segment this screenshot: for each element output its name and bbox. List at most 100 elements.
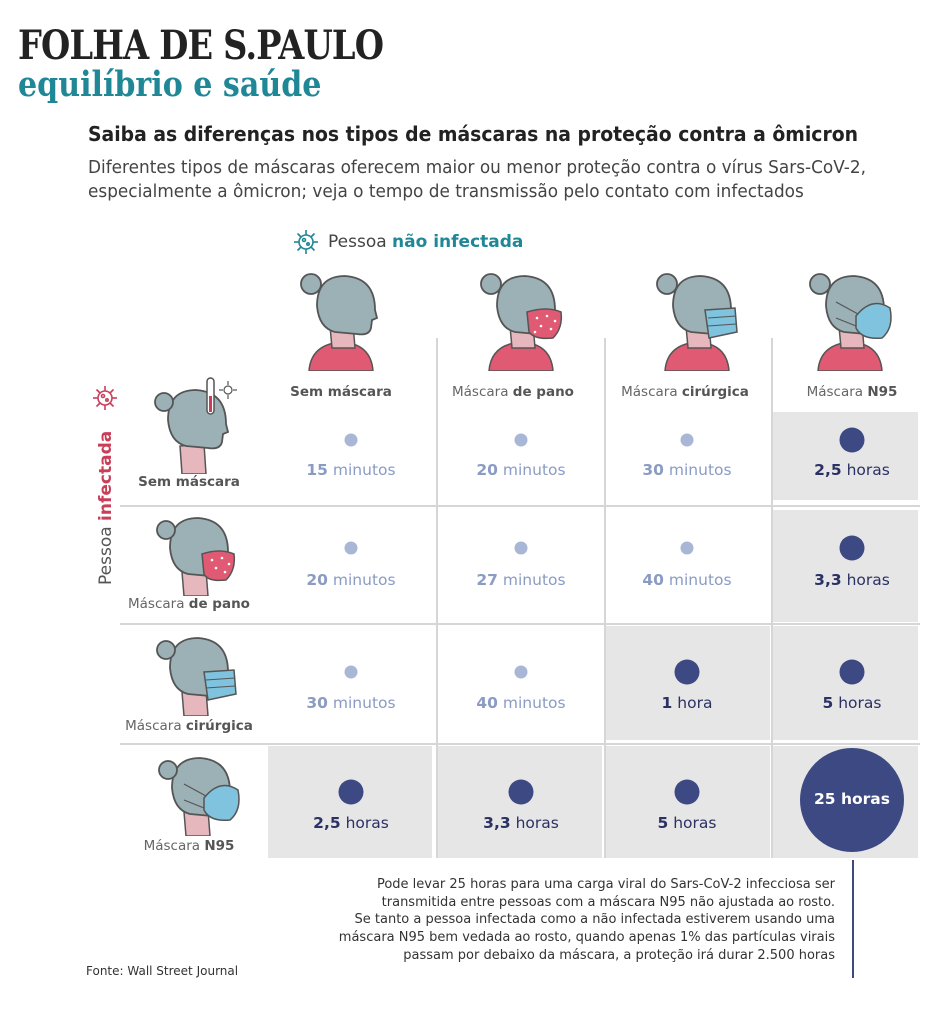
- brand-logo: FOLHA DE S.PAULO: [18, 22, 384, 69]
- columns-axis-label: Pessoa não infectada: [328, 232, 524, 252]
- value-number: 30: [642, 461, 664, 479]
- value-unit: horas: [835, 790, 890, 808]
- row-label-no-mask: Sem máscara: [138, 474, 240, 490]
- value-label: 40 minutos: [642, 571, 731, 589]
- value-unit: minutos: [663, 571, 732, 589]
- value-dot: [800, 748, 904, 852]
- value-unit: hora: [672, 694, 713, 712]
- value-unit: horas: [668, 814, 717, 832]
- person-infected-surgical-mask-icon: [156, 637, 237, 716]
- cell-shade: [773, 510, 918, 622]
- value-label: 3,3 horas: [483, 814, 559, 832]
- value-label: 20 minutos: [306, 571, 395, 589]
- row-label-surgical-mask: Máscara cirúrgica: [125, 718, 253, 734]
- value-unit: horas: [510, 814, 559, 832]
- value-number: 3,3: [483, 814, 511, 832]
- column-header-n95-mask: Máscara N95: [806, 384, 898, 400]
- grid-line: [120, 623, 920, 625]
- value-unit: horas: [841, 461, 890, 479]
- grid-line: [436, 338, 438, 858]
- person-infected-no-mask-icon: [154, 377, 237, 474]
- value-dot: [508, 779, 534, 805]
- column-header-cloth-mask: Máscara de pano: [452, 384, 574, 400]
- note-line: transmitida entre pessoas com a máscara …: [381, 894, 835, 910]
- value-unit: minutos: [327, 571, 396, 589]
- value-number: 20: [306, 571, 328, 589]
- value-label: 1 hora: [662, 694, 713, 712]
- value-number: 40: [642, 571, 664, 589]
- annotation-note: Pode levar 25 horas para uma carga viral…: [320, 876, 835, 965]
- grid-line: [604, 338, 606, 858]
- value-dot: [680, 433, 694, 447]
- value-number: 25: [814, 790, 836, 808]
- value-number: 2,5: [313, 814, 341, 832]
- person-infected-cloth-mask-icon: [156, 517, 236, 596]
- value-unit: horas: [841, 571, 890, 589]
- value-dot: [514, 665, 528, 679]
- value-label: 25 horas: [814, 790, 890, 808]
- value-label: 27 minutos: [476, 571, 565, 589]
- value-dot: [514, 541, 528, 555]
- column-header-no-mask: Sem máscara: [290, 384, 392, 400]
- source-credit: Fonte: Wall Street Journal: [86, 964, 239, 978]
- value-unit: minutos: [497, 571, 566, 589]
- value-dot: [839, 427, 865, 453]
- row-label-n95-mask: Máscara N95: [143, 838, 235, 854]
- value-unit: minutos: [327, 694, 396, 712]
- value-label: 3,3 horas: [814, 571, 890, 589]
- note-line: Pode levar 25 horas para uma carga viral…: [376, 877, 835, 892]
- value-label: 40 minutos: [476, 694, 565, 712]
- value-unit: horas: [340, 814, 389, 832]
- row-label-cloth-mask: Máscara de pano: [128, 596, 250, 612]
- person-n95-mask-icon: [809, 273, 892, 371]
- value-number: 30: [306, 694, 328, 712]
- value-unit: horas: [833, 694, 882, 712]
- rows-axis-label: Pessoa infectada: [96, 430, 116, 585]
- value-dot: [514, 433, 528, 447]
- page-title: Saiba as diferenças nos tipos de máscara…: [88, 122, 859, 146]
- value-label: 5 horas: [823, 694, 882, 712]
- note-line: Se tanto a pessoa infectada como a não i…: [354, 912, 835, 928]
- subtitle: Diferentes tipos de máscaras oferecem ma…: [88, 156, 866, 204]
- value-unit: minutos: [497, 461, 566, 479]
- note-line: máscara N95 bem vedada ao rosto, quando …: [338, 930, 835, 946]
- value-label: 30 minutos: [642, 461, 731, 479]
- value-number: 40: [476, 694, 498, 712]
- value-number: 5: [822, 694, 834, 712]
- person-surgical-mask-icon: [656, 273, 738, 371]
- value-dot: [344, 433, 358, 447]
- value-label: 2,5 horas: [313, 814, 389, 832]
- virus-icon-rows: [93, 386, 117, 410]
- value-dot: [674, 659, 700, 685]
- value-label: 5 horas: [658, 814, 717, 832]
- subtitle-line-2: especialmente a ômicron; veja o tempo de…: [88, 182, 804, 202]
- grid-line: [771, 338, 773, 858]
- value-number: 5: [657, 814, 669, 832]
- note-line: passam por debaixo da máscara, a proteçã…: [403, 947, 835, 963]
- value-number: 27: [476, 571, 498, 589]
- value-number: 3,3: [814, 571, 842, 589]
- value-dot: [344, 665, 358, 679]
- cell-shade: [773, 412, 918, 500]
- value-dot: [674, 779, 700, 805]
- value-label: 2,5 horas: [814, 461, 890, 479]
- subtitle-line-1: Diferentes tipos de máscaras oferecem ma…: [88, 158, 866, 178]
- value-number: 15: [306, 461, 328, 479]
- value-dot: [344, 541, 358, 555]
- virus-icon: [294, 230, 318, 254]
- value-dot: [839, 535, 865, 561]
- section-title: equilíbrio e saúde: [18, 64, 322, 105]
- column-header-surgical-mask: Máscara cirúrgica: [621, 384, 749, 400]
- value-label: 30 minutos: [306, 694, 395, 712]
- person-infected-n95-mask-icon: [158, 757, 240, 836]
- annotation-leader-line: [852, 860, 854, 978]
- grid-line: [120, 743, 920, 745]
- value-number: 20: [476, 461, 498, 479]
- value-number: 2,5: [814, 461, 842, 479]
- value-label: 15 minutos: [306, 461, 395, 479]
- value-unit: minutos: [327, 461, 396, 479]
- grid-line: [120, 505, 920, 507]
- value-unit: minutos: [663, 461, 732, 479]
- person-no-mask-icon: [300, 273, 379, 371]
- person-cloth-mask-icon: [480, 273, 563, 371]
